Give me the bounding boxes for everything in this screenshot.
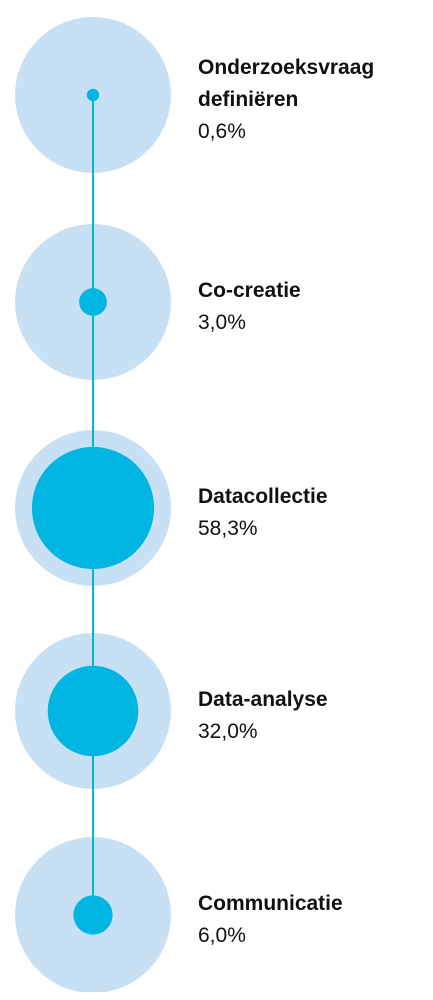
value-label: 58,3% bbox=[198, 517, 258, 540]
category-label: Co-creatie bbox=[198, 279, 301, 302]
value-circle bbox=[86, 88, 100, 102]
label-block: Data-analyse 32,0% bbox=[198, 636, 430, 796]
label-block: Communicatie 6,0% bbox=[198, 840, 430, 1000]
category-label: Data-analyse bbox=[198, 688, 328, 711]
value-circle bbox=[31, 446, 155, 570]
value-label: 0,6% bbox=[198, 120, 246, 143]
value-circle bbox=[73, 895, 113, 935]
category-label: Datacollectie bbox=[198, 485, 328, 508]
category-label: Onderzoeksvraag definiëren bbox=[198, 56, 375, 111]
value-label: 32,0% bbox=[198, 720, 258, 743]
category-label: Communicatie bbox=[198, 892, 343, 915]
label-block: Co-creatie 3,0% bbox=[198, 227, 430, 387]
value-label: 3,0% bbox=[198, 311, 246, 334]
value-circle bbox=[47, 665, 139, 757]
label-block: Onderzoeksvraag definiëren 0,6% bbox=[198, 20, 430, 180]
label-block: Datacollectie 58,3% bbox=[198, 433, 430, 593]
value-circle bbox=[79, 288, 107, 316]
value-label: 6,0% bbox=[198, 924, 246, 947]
